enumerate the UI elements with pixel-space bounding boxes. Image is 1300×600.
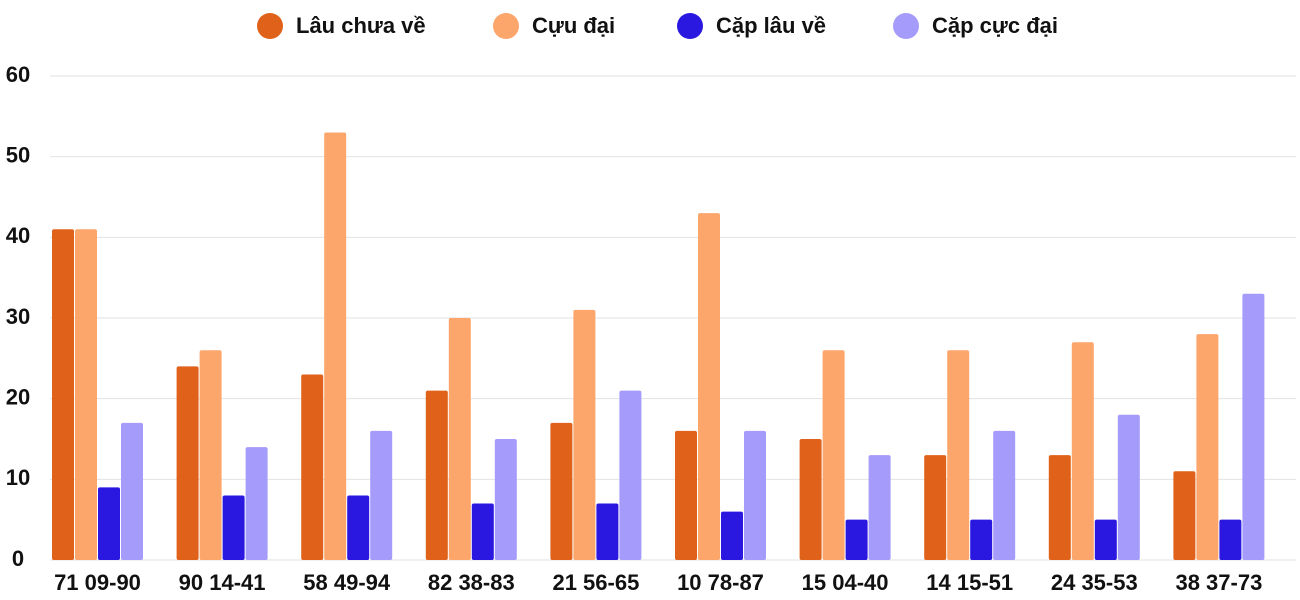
x-tick-label: 10 78-87: [677, 570, 764, 595]
bar: [924, 455, 947, 560]
bar: [550, 422, 573, 560]
bar: [75, 229, 97, 560]
bar: [596, 503, 619, 560]
y-tick-label: 20: [6, 384, 30, 409]
bar: [1048, 455, 1071, 560]
bar: [245, 447, 268, 560]
bar: [1173, 471, 1196, 560]
legend-swatch: [493, 13, 519, 39]
bar: [1196, 334, 1219, 560]
bar: [199, 350, 222, 560]
bar: [347, 495, 370, 560]
bar: [721, 511, 743, 560]
legend-label: Cựu đại: [532, 13, 615, 38]
x-tick-label: 14 15-51: [926, 570, 1013, 595]
y-tick-label: 50: [6, 142, 30, 167]
bar: [868, 455, 891, 560]
bar: [494, 439, 517, 560]
legend-swatch: [677, 13, 703, 39]
bar: [675, 430, 697, 560]
x-tick-label: 82 38-83: [428, 570, 515, 595]
x-tick-label: 71 09-90: [54, 570, 141, 595]
bar: [52, 229, 74, 560]
y-tick-label: 0: [12, 546, 24, 571]
bar: [744, 430, 766, 560]
bar: [947, 350, 970, 560]
bar: [573, 309, 596, 560]
x-tick-label: 24 35-53: [1051, 570, 1138, 595]
x-tick-label: 58 49-94: [303, 570, 391, 595]
x-tick-label: 38 37-73: [1175, 570, 1262, 595]
bar: [222, 495, 245, 560]
bar: [822, 350, 845, 560]
bar: [301, 374, 324, 560]
bar: [425, 390, 448, 560]
x-tick-label: 15 04-40: [802, 570, 889, 595]
x-tick-label: 21 56-65: [552, 570, 639, 595]
y-tick-label: 30: [6, 304, 30, 329]
bar: [1117, 414, 1140, 560]
bar: [1071, 342, 1094, 560]
bar: [845, 519, 868, 560]
bar: [471, 503, 494, 560]
bar: [324, 132, 347, 560]
legend-label: Cặp lâu về: [716, 13, 826, 38]
bar: [1219, 519, 1242, 560]
bar: [98, 487, 120, 560]
bar: [619, 390, 642, 560]
x-tick-label: 90 14-41: [179, 570, 266, 595]
legend-swatch: [893, 13, 919, 39]
y-tick-label: 10: [6, 465, 30, 490]
bar: [176, 366, 199, 560]
legend-label: Cặp cực đại: [932, 13, 1058, 38]
legend-label: Lâu chưa về: [296, 13, 426, 38]
bar: [970, 519, 993, 560]
bar: [121, 422, 143, 560]
legend-swatch: [257, 13, 283, 39]
bar: [1242, 293, 1265, 560]
y-tick-label: 60: [6, 62, 30, 87]
bar: [698, 213, 720, 560]
bar: [799, 439, 822, 560]
bar: [993, 430, 1016, 560]
bar: [1094, 519, 1117, 560]
bar: [448, 318, 471, 560]
bar: [370, 430, 393, 560]
y-tick-label: 40: [6, 223, 30, 248]
